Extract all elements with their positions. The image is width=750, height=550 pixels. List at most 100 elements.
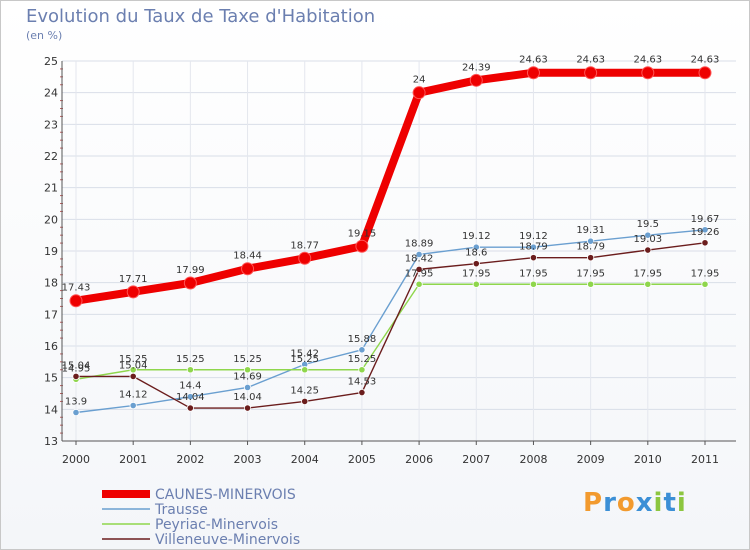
data-point	[186, 366, 194, 374]
y-tick-label: 21	[44, 182, 58, 195]
logo-letter: P	[583, 488, 604, 518]
data-labels: 17.43 17.71 17.99 18.44 18.77 19.15 24 24.39 24.…	[62, 55, 720, 408]
data-point	[415, 250, 423, 259]
y-tick-label: 20	[44, 213, 58, 226]
chart-title: Evolution du Taux de Taxe d'Habitation	[26, 6, 376, 27]
data-point	[301, 366, 309, 374]
data-label: 17.95	[691, 268, 720, 279]
y-tick-label: 15	[44, 372, 58, 385]
data-point	[644, 231, 652, 239]
data-label: 18.42	[405, 253, 434, 264]
data-label: 18.89	[405, 238, 434, 249]
data-label: 19.26	[691, 227, 720, 238]
logo-letter: r	[603, 488, 617, 518]
logo-letter: i	[653, 488, 664, 518]
data-point	[701, 239, 709, 247]
y-tick-label: 16	[44, 340, 58, 353]
data-label: 17.43	[62, 283, 91, 294]
data-label: 19.12	[519, 231, 548, 242]
data-label: 14.53	[348, 377, 377, 388]
data-label: 17.99	[176, 265, 205, 276]
data-label: 14.4	[179, 381, 201, 392]
data-point	[644, 246, 652, 254]
data-label: 17.95	[462, 268, 491, 279]
x-tick-label: 2000	[62, 453, 90, 466]
data-point	[472, 280, 480, 288]
y-tick-label: 14	[44, 403, 58, 416]
data-point	[529, 243, 538, 251]
data-point	[72, 408, 80, 417]
y-tick-label: 22	[44, 150, 58, 163]
legend-label: Trausse	[154, 502, 208, 518]
data-label: 17.95	[405, 268, 434, 279]
data-label: 24.63	[519, 55, 548, 66]
data-label: 15.25	[348, 354, 377, 365]
x-tick-label: 2005	[348, 453, 376, 466]
legend-label: Villeneuve-Minervois	[155, 532, 300, 548]
data-label: 15.25	[119, 354, 148, 365]
logo-letter: x	[635, 488, 654, 518]
data-point	[529, 254, 538, 262]
data-point	[241, 262, 255, 276]
logo-letter: i	[676, 488, 687, 518]
data-point	[355, 239, 369, 253]
data-label: 18.79	[576, 242, 605, 253]
y-tick-label: 19	[44, 245, 58, 258]
data-point	[587, 280, 595, 288]
data-point	[529, 280, 538, 288]
data-label: 14.25	[290, 385, 319, 396]
series-line-villeneuve-minervois	[75, 242, 706, 409]
data-point	[587, 237, 595, 245]
data-point	[358, 346, 366, 354]
data-label: 15.04	[119, 360, 148, 371]
x-tick-label: 2006	[405, 453, 433, 466]
data-point	[243, 383, 252, 392]
data-label: 19.12	[462, 231, 491, 242]
data-point	[72, 372, 80, 380]
data-point	[183, 276, 197, 290]
data-point	[587, 254, 595, 262]
data-label: 19.67	[691, 214, 720, 225]
logo-letter: t	[663, 488, 677, 518]
data-point	[358, 366, 366, 374]
data-point	[526, 66, 540, 80]
y-tick-label: 25	[44, 55, 58, 68]
data-label: 18.44	[233, 251, 262, 262]
x-tick-label: 2007	[462, 453, 490, 466]
data-point	[701, 280, 709, 288]
logo-letter: o	[616, 488, 636, 518]
data-point	[415, 265, 423, 273]
data-label: 15.04	[62, 360, 91, 371]
x-tick-label: 2004	[291, 453, 319, 466]
data-point	[641, 66, 655, 80]
data-label: 17.95	[576, 268, 605, 279]
data-label: 18.77	[290, 240, 319, 251]
grid	[62, 60, 736, 442]
data-point	[701, 226, 709, 234]
data-point	[472, 243, 480, 251]
data-label: 15.25	[176, 354, 205, 365]
data-label: 14.12	[119, 390, 148, 401]
data-label: 24.63	[576, 55, 605, 66]
y-tick-label: 18	[44, 277, 58, 290]
data-label: 18.79	[519, 242, 548, 253]
data-point	[129, 401, 137, 410]
data-point	[358, 388, 366, 397]
y-axis-unit: (en %)	[26, 29, 63, 42]
data-label: 24.39	[462, 62, 491, 73]
x-tick-label: 2003	[234, 453, 262, 466]
data-label: 19.31	[576, 225, 605, 236]
data-point	[584, 66, 598, 80]
data-label: 15.42	[290, 348, 319, 359]
data-point	[186, 404, 194, 412]
data-point	[69, 294, 83, 308]
proxiti-logo: Proxiti	[583, 488, 687, 518]
series-line-trausse	[75, 229, 706, 414]
data-label: 18.6	[465, 248, 487, 259]
legend-label: CAUNES-MINERVOIS	[155, 487, 296, 503]
series-layer	[69, 66, 712, 417]
data-point	[412, 86, 426, 100]
series-line-caunes-minervois	[72, 68, 709, 305]
y-tick-label: 24	[44, 87, 58, 100]
